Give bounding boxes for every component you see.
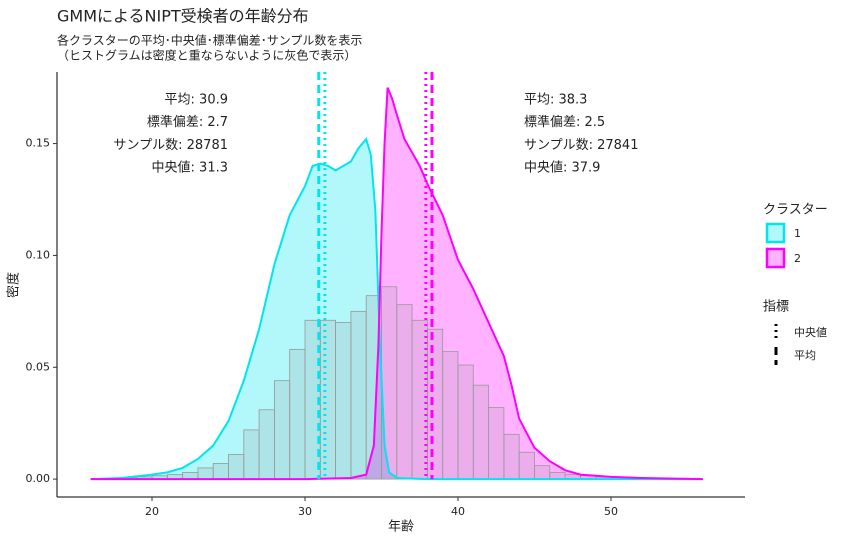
histogram-bar [335,322,352,480]
stat-annotation: 平均: 38.3 [524,93,587,108]
histogram-bar [411,319,428,480]
density-line [90,137,703,481]
histogram-bar [274,380,291,480]
histogram-bar [319,319,336,480]
histogram-bar [488,407,505,480]
histogram-bar [472,384,489,480]
histogram-bar [457,364,474,480]
stat-annotation: 中央値: 37.9 [524,160,600,176]
subtitle: 各クラスターの平均･中央値･標準偏差･サンプル数を表示 [57,33,362,48]
stat-annotation: 平均: 30.9 [165,93,228,108]
histogram-bar [350,310,367,480]
stat-annotation: 中央値: 31.3 [152,160,228,176]
stat-annotation: 標準偏差: 2.5 [524,114,605,130]
density-area [90,139,703,480]
histogram-bar [197,467,214,480]
histogram-bar [549,471,566,480]
stat-annotation: 標準偏差: 2.7 [147,114,228,130]
x-tick-label: 40 [451,505,465,518]
stat-annotation: サンプル数: 27841 [524,138,638,153]
histogram-bar [243,429,260,480]
histogram-bar [289,348,306,480]
stat-annotation: サンプル数: 28781 [114,138,228,153]
y-tick-label: 0.15 [26,137,51,150]
x-tick-label: 30 [298,505,312,518]
legend-label: 平均 [794,349,816,362]
legend-title: クラスター [763,203,828,218]
x-tick-label: 50 [604,505,618,518]
histogram-bar [212,463,229,480]
histogram-bar [396,304,413,480]
histogram-bar [426,328,444,480]
histogram-bar [503,433,520,480]
legend-label: 1 [794,227,801,240]
legend-key [765,222,786,244]
histogram-bar [381,286,398,480]
legend-label: 2 [794,252,801,265]
histogram-bar [442,351,459,480]
histogram-bar [258,409,275,480]
histogram-bar [518,451,535,480]
histogram-bar [182,471,199,480]
legend-label: 中央値 [794,326,827,339]
y-tick-label: 0.05 [26,360,51,373]
legend-title: 指標 [763,300,789,315]
y-tick-label: 0.00 [26,472,51,485]
histogram-bar [534,465,551,480]
legend-key [765,247,786,269]
x-axis-label: 年齢 [388,520,414,535]
histogram-bar [228,454,245,480]
density-line [90,87,703,481]
density-area [90,87,703,480]
y-axis-label: 密度 [6,272,22,298]
x-tick-label: 20 [145,505,159,518]
chart-title: GMMによるNIPT受検者の年齢分布 [57,7,309,26]
y-tick-label: 0.10 [26,248,51,261]
subtitle: （ヒストグラムは密度と重ならないように灰色で表示） [57,48,356,63]
